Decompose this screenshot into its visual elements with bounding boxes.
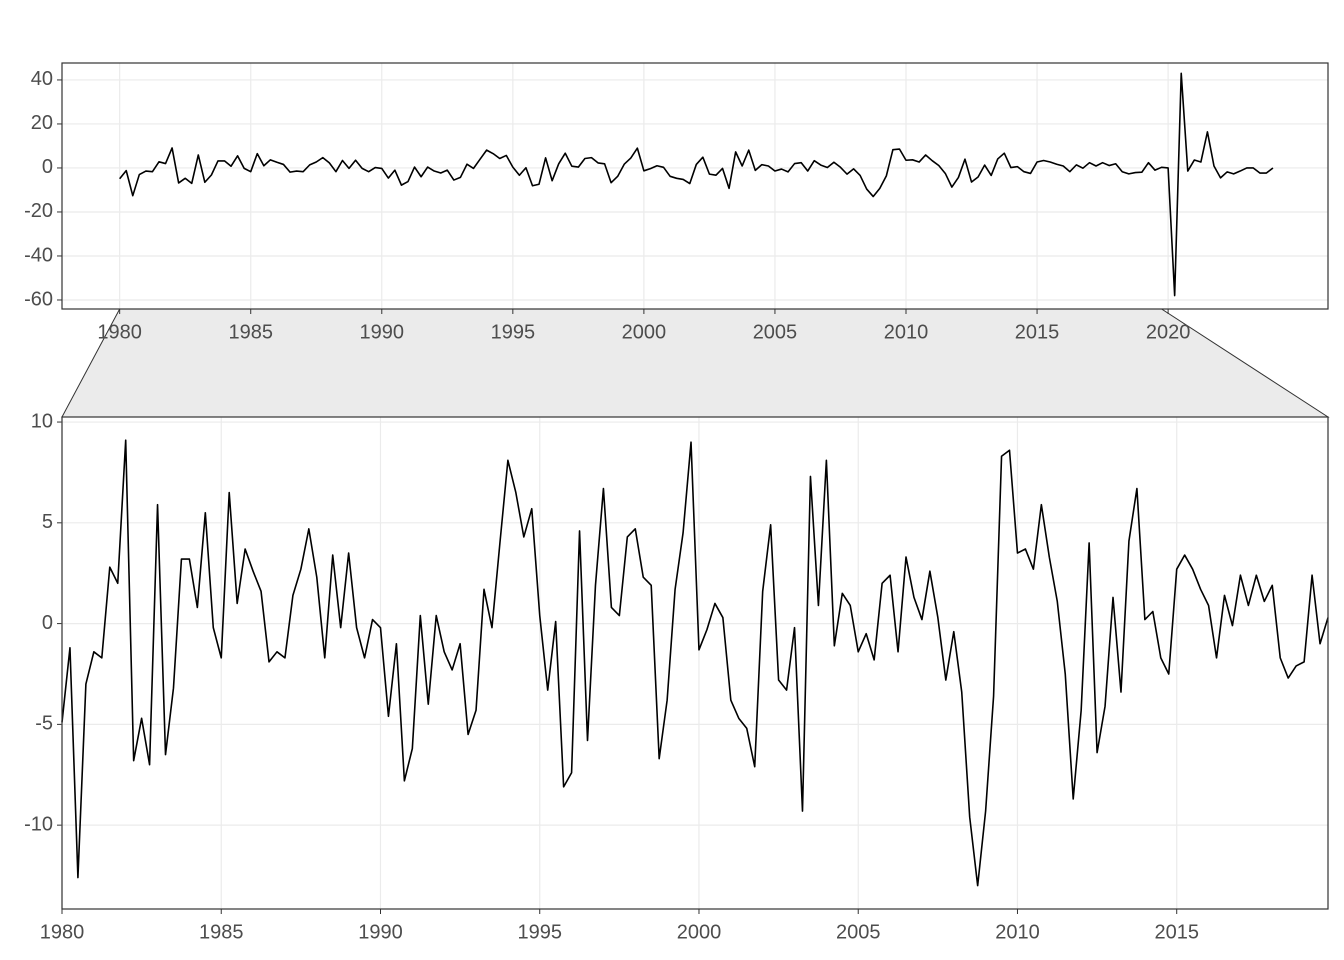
y-tick-label: -10 [24,813,53,835]
panel-border [61,62,1329,310]
y-tick-label: 10 [31,410,53,432]
y-tick-label: -40 [24,244,53,266]
data-line [61,439,1329,887]
y-tick-label: -20 [24,200,53,222]
x-tick-label: 1990 [358,921,403,943]
x-tick-label: 2005 [753,321,798,343]
x-tick-label: 2015 [1015,321,1060,343]
y-tick-label: 20 [31,112,53,134]
x-tick-label: 1980 [97,321,142,343]
panel-background [62,417,1328,909]
x-tick-label: 1980 [40,921,85,943]
panel-background [62,63,1328,309]
y-tick-label: -60 [24,288,53,310]
y-tick-label: 0 [42,612,53,634]
x-tick-label: 2000 [622,321,667,343]
y-tick-label: 0 [42,156,53,178]
x-tick-label: 2020 [1146,321,1191,343]
x-tick-label: 2000 [677,921,722,943]
x-tick-label: 2010 [995,921,1040,943]
x-tick-label: 2005 [836,921,881,943]
y-tick-label: -5 [35,713,53,735]
x-tick-label: 2015 [1154,921,1199,943]
x-tick-label: 2010 [884,321,929,343]
y-tick-label: 40 [31,68,53,90]
x-tick-label: 1985 [228,321,273,343]
panel-border [61,416,1329,910]
x-tick-label: 1995 [517,921,562,943]
x-tick-label: 1985 [199,921,244,943]
data-line [119,72,1274,297]
x-tick-label: 1995 [491,321,536,343]
y-tick-label: 5 [42,511,53,533]
x-tick-label: 1990 [360,321,405,343]
